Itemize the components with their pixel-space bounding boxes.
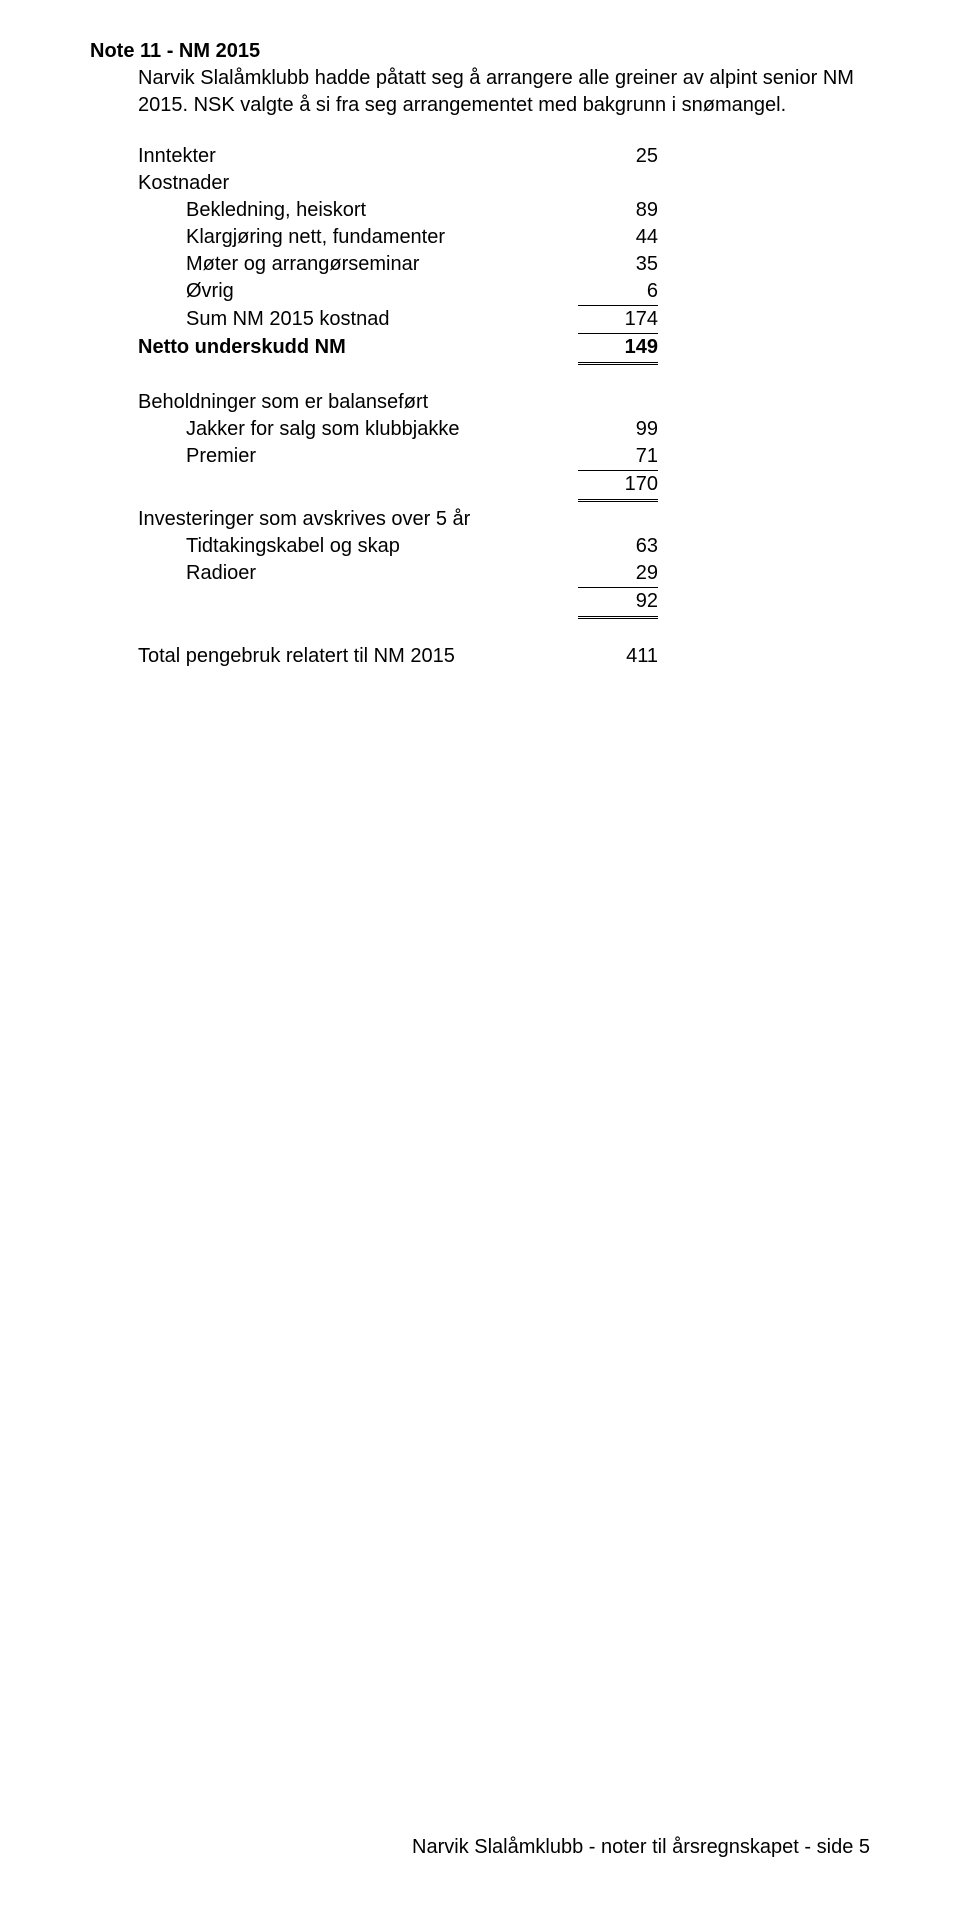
inntekter-label: Inntekter <box>138 143 216 170</box>
cost-value: 6 <box>578 278 658 305</box>
cost-row: Klargjøring nett, fundamenter 44 <box>138 224 658 251</box>
kostnader-label: Kostnader <box>138 170 229 197</box>
section2-heading-label: Beholdninger som er balanseført <box>138 389 428 416</box>
total-row-block: Total pengebruk relatert til NM 2015 411 <box>138 643 658 670</box>
section2-heading: Beholdninger som er balanseført <box>138 389 658 416</box>
netto-label: Netto underskudd NM <box>138 334 346 361</box>
total-value: 411 <box>578 643 658 670</box>
note-title: Note 11 - NM 2015 <box>90 40 870 63</box>
cost-value: 44 <box>578 224 658 251</box>
netto-row: Netto underskudd NM 149 <box>138 333 658 365</box>
page-footer: Narvik Slalåmklubb - noter til årsregnsk… <box>412 1836 870 1859</box>
total-row: Total pengebruk relatert til NM 2015 411 <box>138 643 658 670</box>
cost-label: Bekledning, heiskort <box>138 197 366 224</box>
section3-subtotal: 92 <box>578 587 658 619</box>
invest-label: Radioer <box>138 560 256 587</box>
section-1: Inntekter 25 Kostnader Bekledning, heisk… <box>138 143 658 365</box>
section3-heading-label: Investeringer som avskrives over 5 år <box>138 506 470 533</box>
invest-value: 63 <box>578 533 658 560</box>
cost-label: Klargjøring nett, fundamenter <box>138 224 445 251</box>
page: Note 11 - NM 2015 Narvik Slalåmklubb had… <box>0 0 960 1905</box>
invest-value: 29 <box>578 560 658 587</box>
note-paragraph: Narvik Slalåmklubb hadde påtatt seg å ar… <box>138 65 870 119</box>
netto-value: 149 <box>578 333 658 365</box>
section-2: Beholdninger som er balanseført Jakker f… <box>138 389 658 502</box>
beholdning-value: 71 <box>578 443 658 470</box>
cost-row: Møter og arrangørseminar 35 <box>138 251 658 278</box>
beholdning-row: Jakker for salg som klubbjakke 99 <box>138 416 658 443</box>
cost-row: Øvrig 6 <box>138 278 658 305</box>
cost-label: Møter og arrangørseminar <box>138 251 419 278</box>
cost-value: 35 <box>578 251 658 278</box>
section2-subtotal-row: 170 <box>138 470 658 502</box>
invest-row: Tidtakingskabel og skap 63 <box>138 533 658 560</box>
sum-value: 174 <box>578 305 658 333</box>
sum-row: Sum NM 2015 kostnad 174 <box>138 305 658 333</box>
spacer <box>90 619 870 643</box>
inntekter-row: Inntekter 25 <box>138 143 658 170</box>
total-label: Total pengebruk relatert til NM 2015 <box>138 643 455 670</box>
cost-row: Bekledning, heiskort 89 <box>138 197 658 224</box>
section2-subtotal: 170 <box>578 470 658 502</box>
kostnader-heading: Kostnader <box>138 170 658 197</box>
inntekter-value: 25 <box>578 143 658 170</box>
section3-heading: Investeringer som avskrives over 5 år <box>138 506 658 533</box>
spacer <box>90 365 870 389</box>
section-3: Investeringer som avskrives over 5 år Ti… <box>138 506 658 619</box>
beholdning-row: Premier 71 <box>138 443 658 470</box>
cost-value: 89 <box>578 197 658 224</box>
section3-subtotal-row: 92 <box>138 587 658 619</box>
invest-label: Tidtakingskabel og skap <box>138 533 400 560</box>
cost-label: Øvrig <box>138 278 234 305</box>
beholdning-label: Premier <box>138 443 256 470</box>
sum-label: Sum NM 2015 kostnad <box>138 306 389 333</box>
invest-row: Radioer 29 <box>138 560 658 587</box>
beholdning-value: 99 <box>578 416 658 443</box>
beholdning-label: Jakker for salg som klubbjakke <box>138 416 459 443</box>
